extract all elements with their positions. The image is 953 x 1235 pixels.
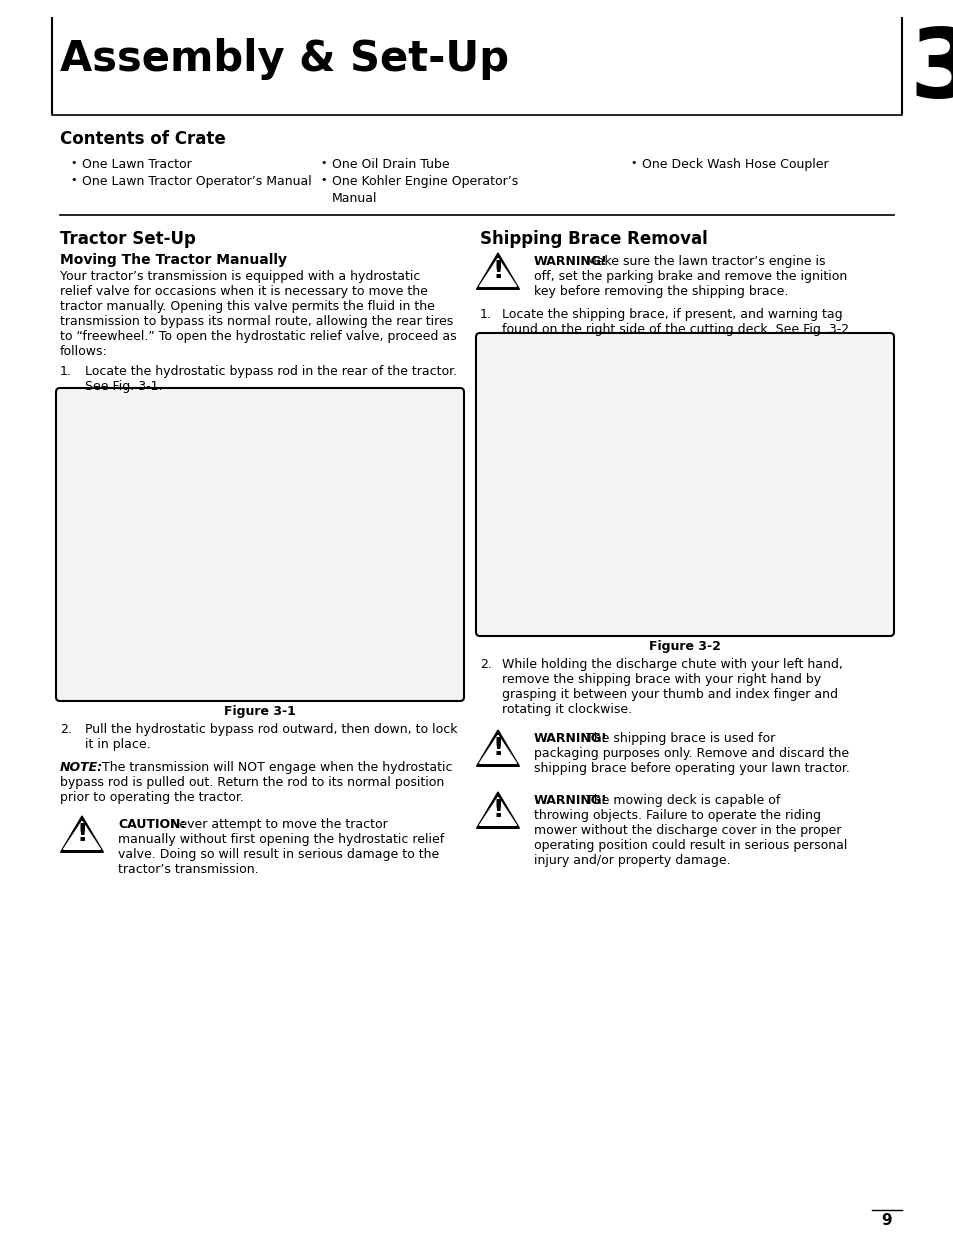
Text: operating position could result in serious personal: operating position could result in serio… xyxy=(534,839,846,852)
Polygon shape xyxy=(479,258,516,287)
Text: packaging purposes only. Remove and discard the: packaging purposes only. Remove and disc… xyxy=(534,747,848,760)
Text: bypass rod is pulled out. Return the rod to its normal position: bypass rod is pulled out. Return the rod… xyxy=(60,776,444,789)
Text: •: • xyxy=(629,158,636,168)
Text: While holding the discharge chute with your left hand,: While holding the discharge chute with y… xyxy=(501,658,842,671)
Text: !: ! xyxy=(492,798,503,823)
Text: to “freewheel.” To open the hydrostatic relief valve, proceed as: to “freewheel.” To open the hydrostatic … xyxy=(60,330,456,343)
Text: found on the right side of the cutting deck. See Fig. 3-2.: found on the right side of the cutting d… xyxy=(501,324,852,336)
Text: •: • xyxy=(319,158,326,168)
Text: The shipping brace is used for: The shipping brace is used for xyxy=(585,732,775,745)
Text: Manual: Manual xyxy=(332,191,377,205)
Text: •: • xyxy=(319,175,326,185)
Text: One Lawn Tractor Operator’s Manual: One Lawn Tractor Operator’s Manual xyxy=(82,175,312,188)
Text: CAUTION:: CAUTION: xyxy=(118,818,185,831)
Text: follows:: follows: xyxy=(60,345,108,358)
Text: The transmission will NOT engage when the hydrostatic: The transmission will NOT engage when th… xyxy=(102,761,452,774)
Text: it in place.: it in place. xyxy=(85,739,151,751)
Text: Moving The Tractor Manually: Moving The Tractor Manually xyxy=(60,253,287,267)
Text: Make sure the lawn tractor’s engine is: Make sure the lawn tractor’s engine is xyxy=(585,254,824,268)
FancyBboxPatch shape xyxy=(56,388,463,701)
Text: !: ! xyxy=(492,736,503,761)
Text: Never attempt to move the tractor: Never attempt to move the tractor xyxy=(170,818,387,831)
FancyBboxPatch shape xyxy=(476,333,893,636)
Text: Your tractor’s transmission is equipped with a hydrostatic: Your tractor’s transmission is equipped … xyxy=(60,270,420,283)
Text: Tractor Set-Up: Tractor Set-Up xyxy=(60,230,195,248)
Polygon shape xyxy=(476,730,518,766)
Text: Pull the hydrostatic bypass rod outward, then down, to lock: Pull the hydrostatic bypass rod outward,… xyxy=(85,722,457,736)
Text: transmission to bypass its normal route, allowing the rear tires: transmission to bypass its normal route,… xyxy=(60,315,453,329)
Text: •: • xyxy=(70,175,76,185)
Text: One Oil Drain Tube: One Oil Drain Tube xyxy=(332,158,449,170)
Text: !: ! xyxy=(492,259,503,283)
Text: 1.: 1. xyxy=(479,308,492,321)
Polygon shape xyxy=(479,798,516,825)
Text: prior to operating the tractor.: prior to operating the tractor. xyxy=(60,790,244,804)
Text: 2.: 2. xyxy=(60,722,71,736)
Text: remove the shipping brace with your right hand by: remove the shipping brace with your righ… xyxy=(501,673,821,685)
Text: Figure 3-2: Figure 3-2 xyxy=(648,640,720,653)
Text: One Deck Wash Hose Coupler: One Deck Wash Hose Coupler xyxy=(641,158,828,170)
Text: The mowing deck is capable of: The mowing deck is capable of xyxy=(585,794,780,806)
Polygon shape xyxy=(60,816,103,852)
Text: WARNING!: WARNING! xyxy=(534,794,607,806)
Text: key before removing the shipping brace.: key before removing the shipping brace. xyxy=(534,285,787,298)
Text: tractor’s transmission.: tractor’s transmission. xyxy=(118,863,258,876)
Text: WARNING!: WARNING! xyxy=(534,254,607,268)
Text: rotating it clockwise.: rotating it clockwise. xyxy=(501,703,632,716)
Text: One Lawn Tractor: One Lawn Tractor xyxy=(82,158,192,170)
Text: throwing objects. Failure to operate the riding: throwing objects. Failure to operate the… xyxy=(534,809,821,823)
Text: injury and/or property damage.: injury and/or property damage. xyxy=(534,853,730,867)
Text: mower without the discharge cover in the proper: mower without the discharge cover in the… xyxy=(534,824,841,837)
Polygon shape xyxy=(64,821,100,850)
Polygon shape xyxy=(476,253,518,289)
Text: Assembly & Set-Up: Assembly & Set-Up xyxy=(60,38,509,80)
Text: manually without first opening the hydrostatic relief: manually without first opening the hydro… xyxy=(118,832,444,846)
Text: •: • xyxy=(70,158,76,168)
Text: valve. Doing so will result in serious damage to the: valve. Doing so will result in serious d… xyxy=(118,848,438,861)
Text: Locate the shipping brace, if present, and warning tag: Locate the shipping brace, if present, a… xyxy=(501,308,841,321)
Text: 9: 9 xyxy=(881,1213,891,1228)
Text: off, set the parking brake and remove the ignition: off, set the parking brake and remove th… xyxy=(534,270,846,283)
Text: Shipping Brace Removal: Shipping Brace Removal xyxy=(479,230,707,248)
Polygon shape xyxy=(476,792,518,829)
Text: WARNING!: WARNING! xyxy=(534,732,607,745)
Text: !: ! xyxy=(76,823,88,846)
Polygon shape xyxy=(479,735,516,763)
Text: 2.: 2. xyxy=(479,658,492,671)
Text: NOTE:: NOTE: xyxy=(60,761,103,774)
Text: tractor manually. Opening this valve permits the fluid in the: tractor manually. Opening this valve per… xyxy=(60,300,435,312)
Text: 3: 3 xyxy=(909,25,953,119)
Text: Locate the hydrostatic bypass rod in the rear of the tractor.: Locate the hydrostatic bypass rod in the… xyxy=(85,366,456,378)
Text: One Kohler Engine Operator’s: One Kohler Engine Operator’s xyxy=(332,175,517,188)
Text: relief valve for occasions when it is necessary to move the: relief valve for occasions when it is ne… xyxy=(60,285,428,298)
Text: Figure 3-1: Figure 3-1 xyxy=(224,705,295,718)
Text: shipping brace before operating your lawn tractor.: shipping brace before operating your law… xyxy=(534,762,849,776)
Text: grasping it between your thumb and index finger and: grasping it between your thumb and index… xyxy=(501,688,837,701)
Text: 1.: 1. xyxy=(60,366,71,378)
Text: See Fig. 3-1.: See Fig. 3-1. xyxy=(85,380,162,393)
Text: Contents of Crate: Contents of Crate xyxy=(60,130,226,148)
